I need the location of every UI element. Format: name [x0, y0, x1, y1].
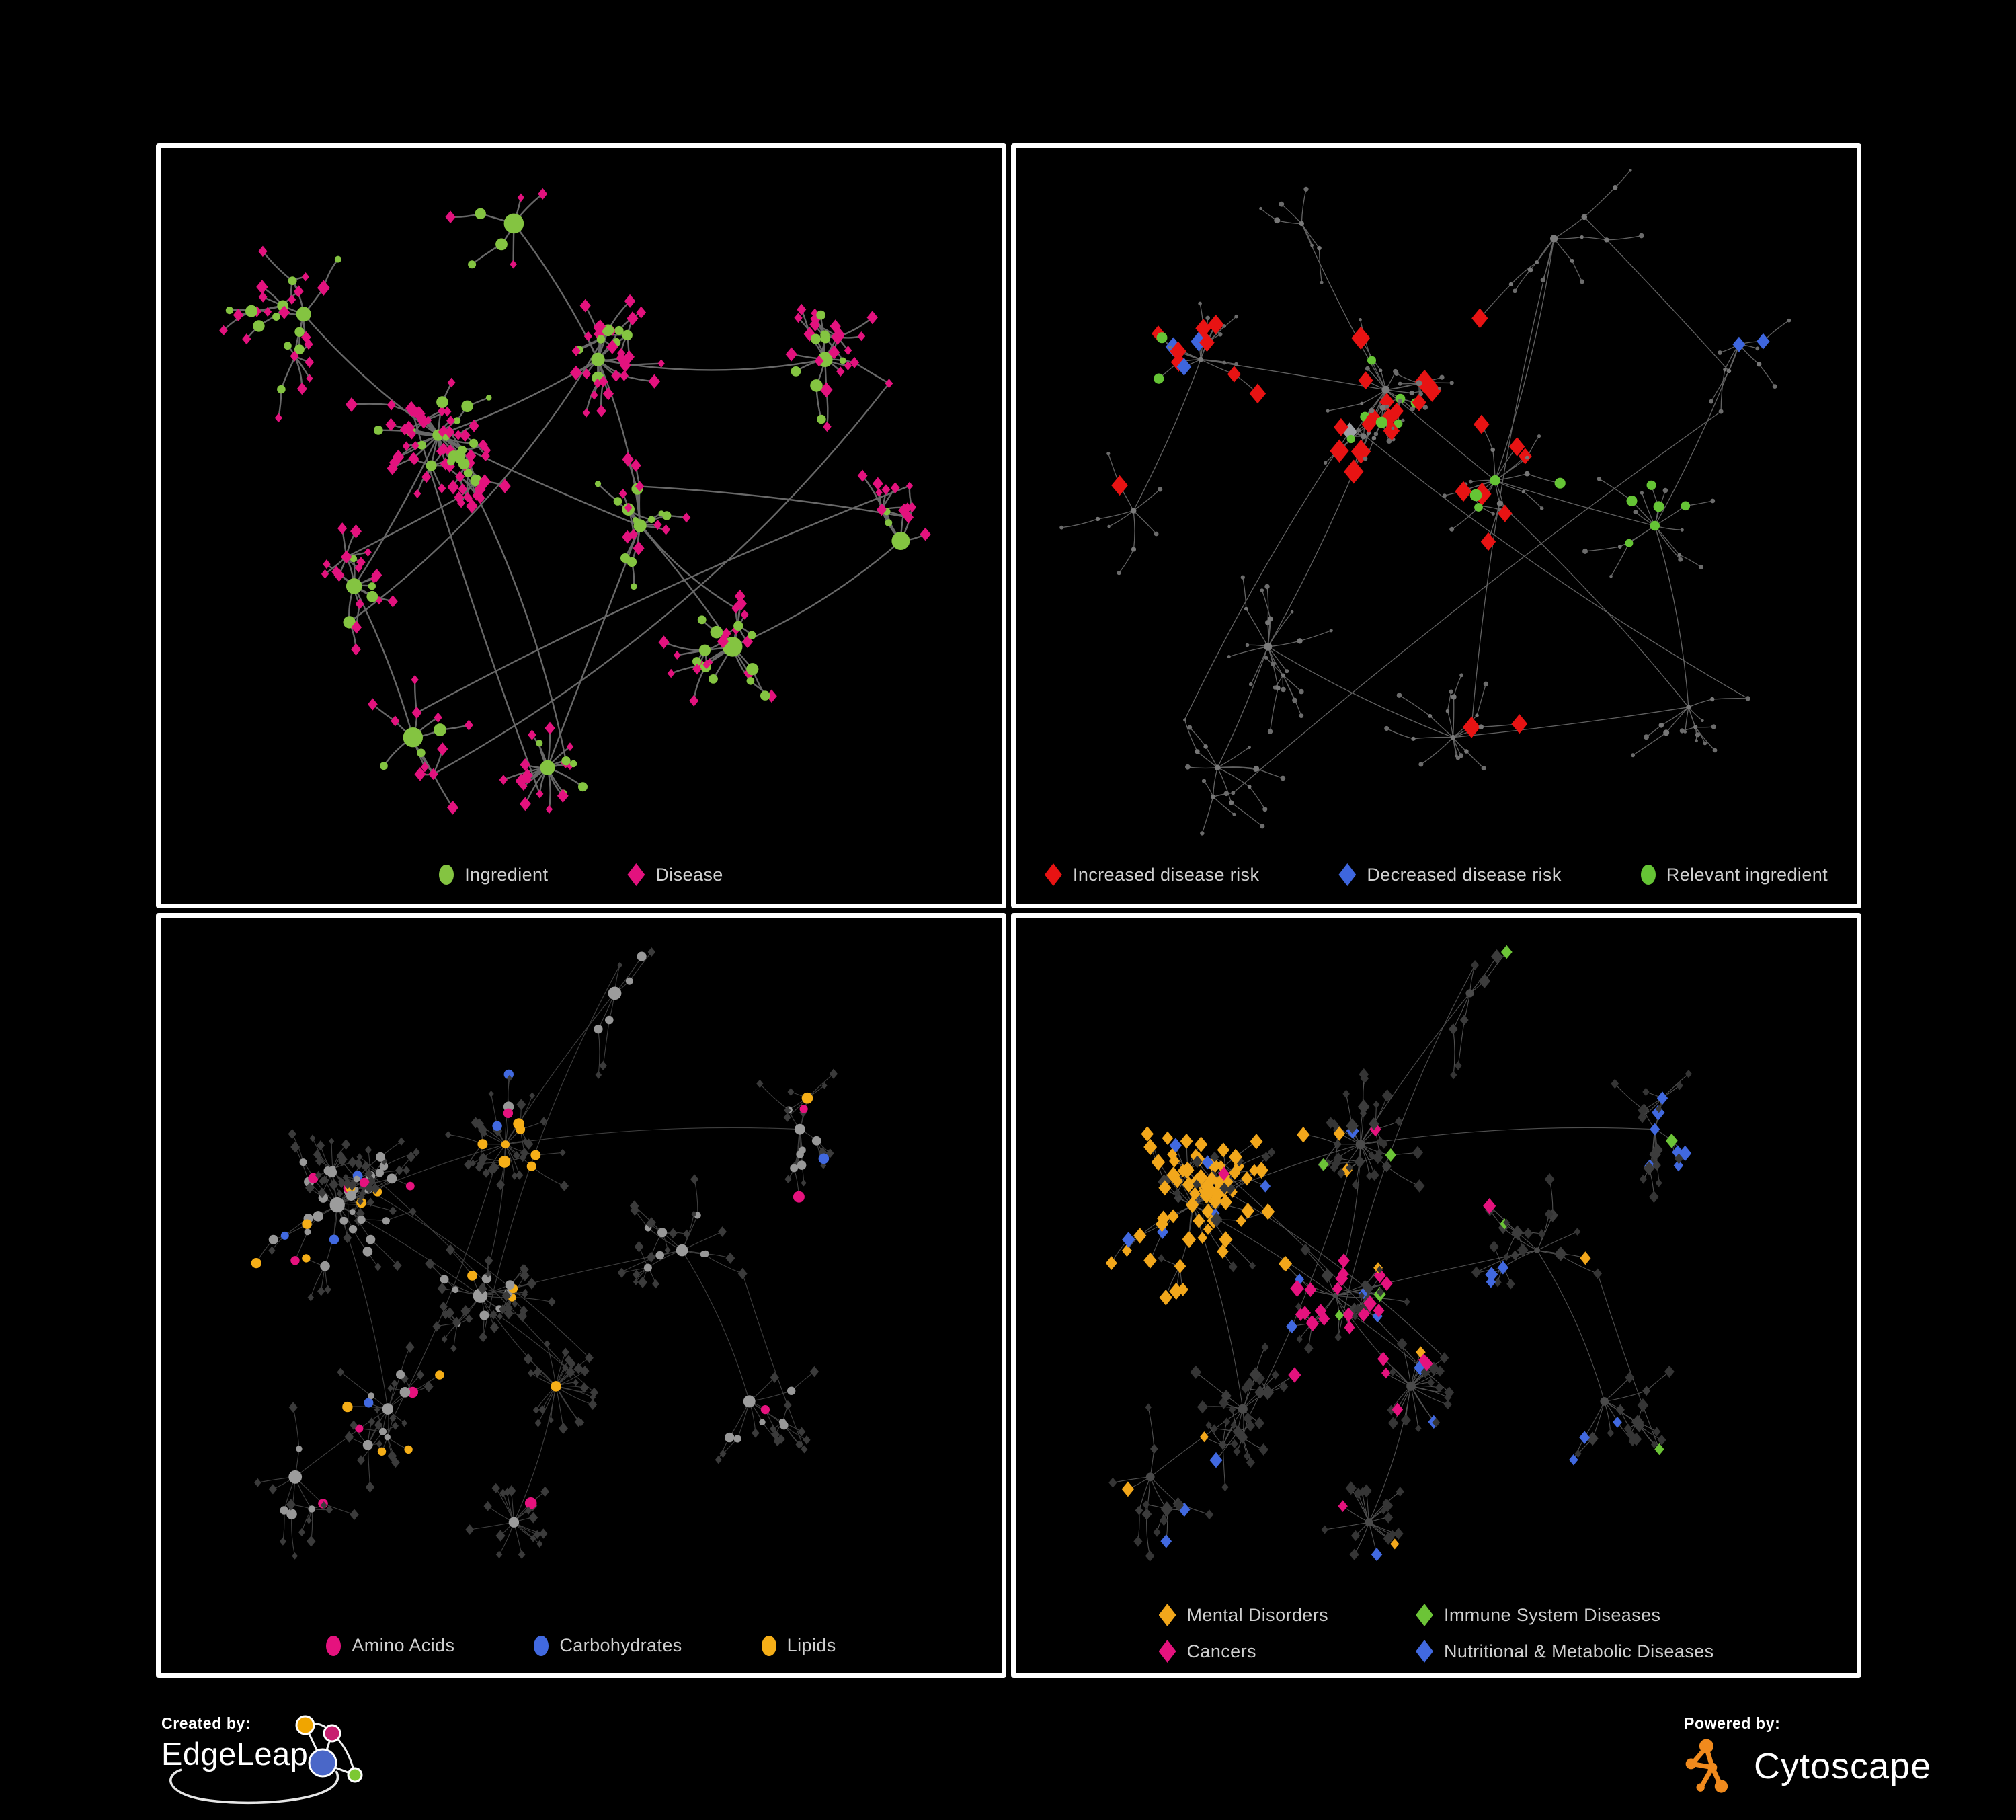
edgeleap-brand-text: EdgeLeap	[161, 1736, 309, 1772]
legend-nutrient-classes: Amino Acids Carbohydrates Lipids	[161, 1635, 1002, 1656]
legend-circle-marker	[439, 865, 454, 885]
legend-diamond-marker	[1416, 1640, 1433, 1663]
legend-label: Immune System Diseases	[1444, 1604, 1661, 1625]
legend-label: Lipids	[787, 1635, 836, 1655]
legend-diamond-marker	[1338, 863, 1357, 886]
network-nodes	[1105, 945, 1692, 1562]
cytoscape-brand-text: Cytoscape	[1754, 1746, 1932, 1786]
cytoscape-network-icon	[1685, 1739, 1728, 1793]
legend-label: Ingredient	[465, 864, 549, 885]
legend-label: Disease	[655, 864, 723, 885]
legend-item: Cancers	[1158, 1640, 1256, 1663]
legend-diamond-marker	[627, 863, 645, 886]
legend-item: Disease	[627, 863, 723, 886]
legend-item: Lipids	[761, 1635, 836, 1656]
legend-diamond-marker	[1416, 1604, 1433, 1626]
legend-label: Relevant ingredient	[1666, 864, 1828, 885]
legend-label: Mental Disorders	[1186, 1604, 1328, 1625]
network-edges	[1111, 951, 1689, 1556]
network-canvas	[219, 188, 931, 815]
legend-item: Nutritional & Metabolic Diseases	[1416, 1640, 1713, 1663]
powered-by-label: Powered by:	[1684, 1714, 1781, 1732]
legend-circle-marker	[326, 1635, 341, 1656]
network-edges	[255, 951, 834, 1556]
legend-label: Carbohydrates	[559, 1635, 682, 1655]
cytoscape-logo: Powered by: Cytoscape	[1684, 1714, 1980, 1796]
legend-label: Cancers	[1186, 1640, 1256, 1661]
network-nodes	[1059, 169, 1791, 836]
legend-label: Decreased disease risk	[1367, 864, 1562, 885]
panel-disease-risk: Increased disease risk Decreased disease …	[1011, 143, 1861, 908]
legend-diamond-marker	[1044, 863, 1062, 886]
legend-disease-risk: Increased disease risk Decreased disease …	[1016, 863, 1857, 886]
legend-label: Nutritional & Metabolic Diseases	[1444, 1640, 1714, 1661]
legend-item: Amino Acids	[326, 1635, 454, 1656]
network-nodes	[219, 188, 931, 815]
legend-item: Carbohydrates	[534, 1635, 682, 1656]
created-by-label: Created by:	[161, 1714, 251, 1732]
network-edges	[1061, 169, 1789, 834]
legend-circle-marker	[1640, 865, 1656, 885]
legend-item: Ingredient	[439, 865, 548, 885]
legend-ingredient-disease: Ingredient Disease	[161, 863, 1002, 886]
network-edges	[223, 193, 926, 809]
legend-item: Relevant ingredient	[1640, 864, 1828, 885]
legend-label: Amino Acids	[352, 1635, 455, 1655]
legend-diamond-marker	[1158, 1604, 1176, 1626]
panel-disease-classes: Mental Disorders Immune System Diseases Ca…	[1011, 913, 1861, 1678]
legend-disease-classes: Mental Disorders Immune System Diseases Ca…	[1016, 1604, 1857, 1663]
legend-circle-marker	[761, 1635, 776, 1656]
legend-item: Decreased disease risk	[1338, 863, 1561, 886]
edgeleap-logo: Created by: EdgeLeap	[161, 1714, 390, 1815]
edgeleap-network-icon	[169, 1715, 363, 1805]
network-canvas	[1105, 945, 1692, 1562]
network-canvas	[251, 947, 838, 1560]
legend-item: Increased disease risk	[1044, 863, 1260, 886]
legend-label: Increased disease risk	[1072, 864, 1260, 885]
legend-diamond-marker	[1158, 1640, 1176, 1663]
legend-item: Mental Disorders	[1158, 1604, 1328, 1626]
legend-circle-marker	[534, 1635, 549, 1656]
panel-ingredient-disease: Ingredient Disease	[156, 143, 1006, 908]
network-nodes	[251, 947, 838, 1560]
network-canvas	[1059, 169, 1791, 836]
legend-item: Immune System Diseases	[1416, 1604, 1660, 1626]
panel-nutrient-classes: Amino Acids Carbohydrates Lipids	[156, 913, 1006, 1678]
